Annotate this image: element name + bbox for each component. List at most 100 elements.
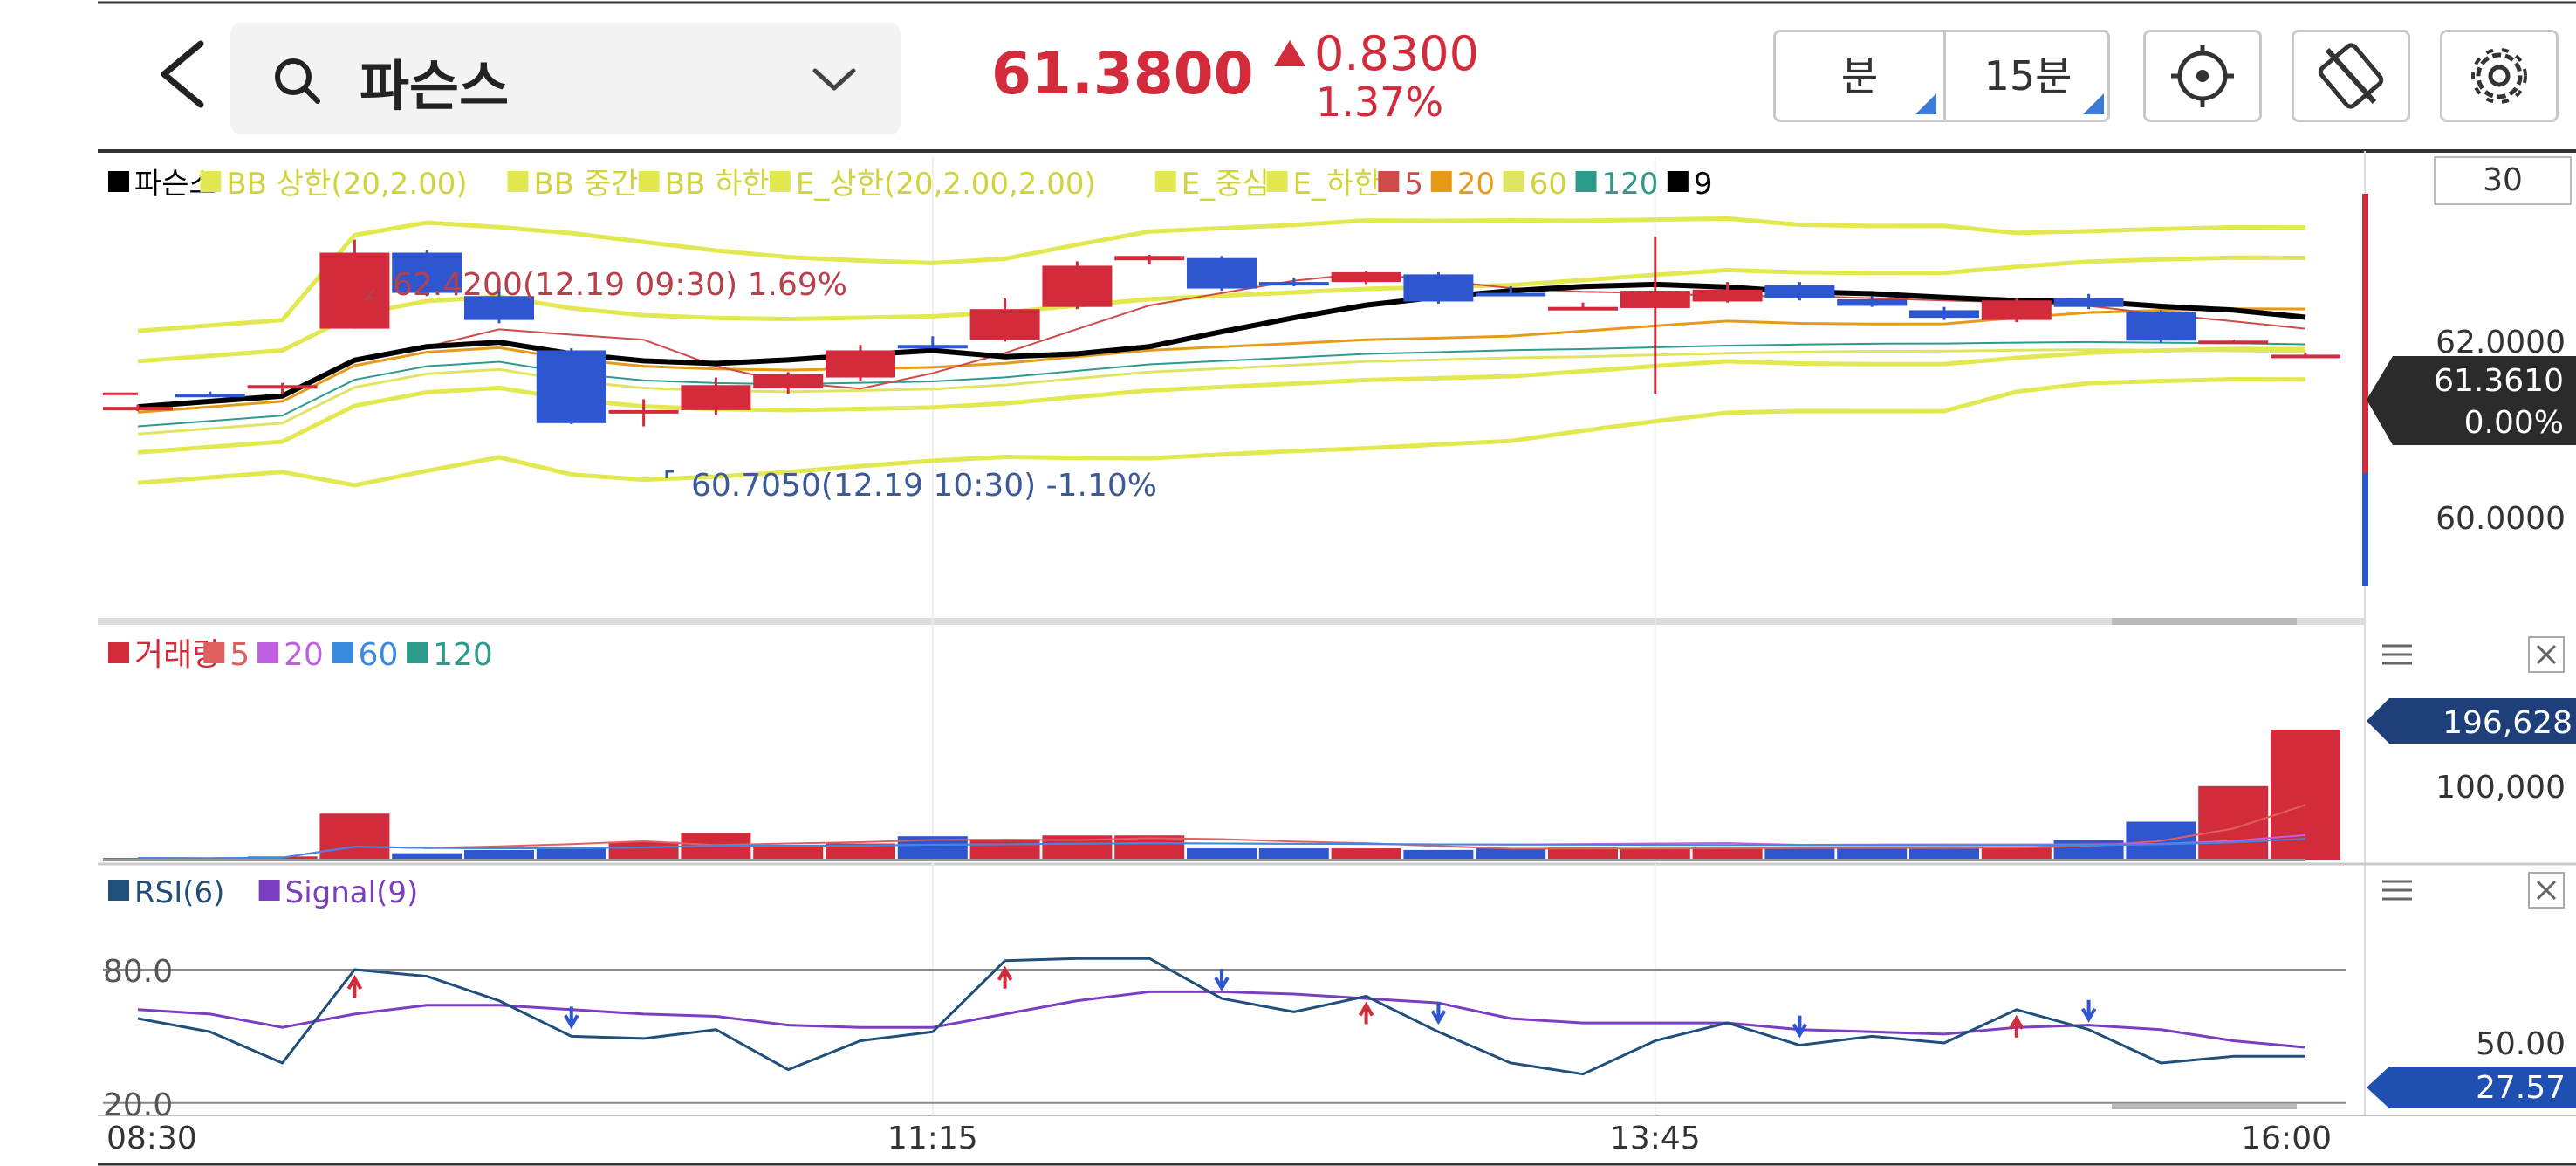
- legend-label: E_중심: [1182, 167, 1270, 202]
- legend-swatch: [769, 171, 791, 192]
- volume-ma5-line: [137, 804, 2306, 860]
- legend-swatch: [1667, 171, 1689, 192]
- candle-body: [1837, 299, 1908, 306]
- price-axis-label-high: 62.0000: [2436, 325, 2566, 360]
- low-annotation: 60.7050(12.19 10:30) -1.10%: [691, 468, 1157, 504]
- current-price: 61.3800: [991, 40, 1254, 107]
- candle-body: [247, 385, 318, 389]
- price-annotations: 62.4200(12.19 09:30) 1.69% 60.7050(12.19…: [363, 267, 1157, 504]
- sell-arrow-icon: [2080, 999, 2097, 1023]
- legend-swatch: [108, 642, 129, 663]
- price-legend: 파슨스 BB 상한(20,2.00) BB 중간 BB 하한 E_상한(20,2.00,…: [108, 167, 1712, 202]
- legend-swatch: [257, 642, 279, 663]
- draw-tools-button[interactable]: [2292, 30, 2410, 122]
- interval-dropdown[interactable]: 15분: [1946, 32, 2110, 120]
- candle-body: [1548, 306, 1618, 311]
- candle-body: [826, 350, 895, 378]
- bar-count-box[interactable]: [2434, 156, 2572, 205]
- volume-bar: [536, 847, 606, 860]
- volume-menu-icon[interactable]: [2382, 644, 2412, 665]
- stock-search-box[interactable]: 파슨스: [230, 23, 901, 134]
- chevron-down-icon[interactable]: [808, 58, 860, 101]
- candle-body: [392, 252, 462, 293]
- candle-body: [1187, 257, 1257, 289]
- volume-bar: [1837, 847, 1908, 860]
- back-button[interactable]: [148, 35, 218, 113]
- legend-label: 120: [433, 637, 493, 673]
- candle-body: [1258, 282, 1329, 286]
- candle-body: [103, 407, 173, 411]
- range-bar-down: [2362, 473, 2368, 586]
- volume-bar: [1764, 848, 1835, 860]
- volume-bar: [1258, 848, 1329, 860]
- volume-ma60-line: [137, 838, 2306, 860]
- legend-swatch: [258, 880, 280, 901]
- rsi-axis-label: 50.00: [2476, 1026, 2566, 1062]
- settings-button[interactable]: [2440, 30, 2559, 122]
- legend-swatch: [1154, 171, 1176, 192]
- candle-body: [2126, 312, 2196, 341]
- search-icon: [275, 58, 320, 104]
- legend-swatch: [507, 171, 529, 192]
- dropdown-corner-icon: [1915, 93, 1936, 114]
- legend-swatch: [1378, 171, 1400, 192]
- legend-label: 20: [284, 637, 324, 673]
- volume-bar: [1187, 848, 1257, 860]
- price-change: 0.8300: [1314, 26, 1479, 81]
- volume-bar: [608, 841, 679, 860]
- candle-body: [1981, 300, 2052, 320]
- volume-bar: [753, 845, 824, 860]
- buy-arrow-icon: [997, 965, 1013, 989]
- candlestick-series: [103, 236, 2340, 427]
- high-annotation: 62.4200(12.19 09:30) 1.69%: [393, 267, 847, 303]
- volume-legend: 거래량 5 20 60 120: [108, 637, 493, 673]
- candle-body: [897, 345, 968, 349]
- rsi-legend: RSI(6) Signal(9): [108, 875, 418, 910]
- volume-bar: [392, 853, 462, 860]
- settings-gear-icon: [2471, 48, 2527, 104]
- bar-count: 30: [2483, 162, 2523, 198]
- rsi-current-tag-value: 27.57: [2476, 1070, 2566, 1106]
- rsi-menu-icon[interactable]: [2382, 880, 2412, 901]
- volume-bar: [1403, 849, 1474, 860]
- candle-body: [1331, 271, 1401, 283]
- x-tick-label: 13:45: [1610, 1121, 1701, 1156]
- rsi-current-tag: [2367, 1067, 2576, 1108]
- unit-dropdown[interactable]: 분: [1776, 32, 1943, 120]
- legend-swatch: [108, 880, 129, 901]
- candle-body: [681, 385, 751, 410]
- candle-body: [2271, 354, 2340, 359]
- ma120-line: [137, 340, 2306, 428]
- candle-body: [1403, 274, 1474, 302]
- current-price-tag-value: 61.3610: [2434, 363, 2564, 399]
- up-triangle-icon: [1274, 40, 1305, 66]
- x-tick-label: 11:15: [887, 1121, 978, 1156]
- legend-label: 5: [230, 637, 250, 673]
- price-change-pct: 1.37%: [1316, 79, 1444, 126]
- legend-swatch: [1503, 171, 1524, 192]
- bb-lower-line: [137, 377, 2306, 488]
- back-chevron-icon: [161, 40, 204, 108]
- sell-arrow-icon: [1792, 1015, 1808, 1039]
- candle-body: [1042, 265, 1113, 307]
- interval-selector: 분 15분: [1773, 30, 2110, 122]
- header-bar: 파슨스 61.3800 0.8300 1.37% 분 15분: [0, 0, 2576, 148]
- volume-bar: [1476, 848, 1546, 860]
- legend-label: Signal(9): [285, 875, 419, 910]
- legend-label: E_상한(20,2.00,2.00): [796, 167, 1096, 202]
- crosshair-button[interactable]: [2143, 30, 2262, 122]
- legend-label: 5: [1404, 167, 1423, 202]
- candle-body: [2198, 340, 2269, 345]
- rsi-close-icon[interactable]: [2528, 872, 2565, 909]
- volume-close-icon[interactable]: [2528, 636, 2565, 673]
- volume-current-tag: [2367, 698, 2576, 744]
- sell-arrow-icon: [1214, 969, 1230, 992]
- legend-swatch: [1266, 171, 1288, 192]
- envelope-lower-line: [137, 346, 2306, 455]
- sell-arrow-icon: [564, 1006, 579, 1030]
- stock-name: 파슨스: [360, 54, 510, 118]
- candle-body: [319, 252, 390, 329]
- legend-swatch: [108, 171, 129, 192]
- current-price-tag-pct: 0.00%: [2464, 405, 2564, 441]
